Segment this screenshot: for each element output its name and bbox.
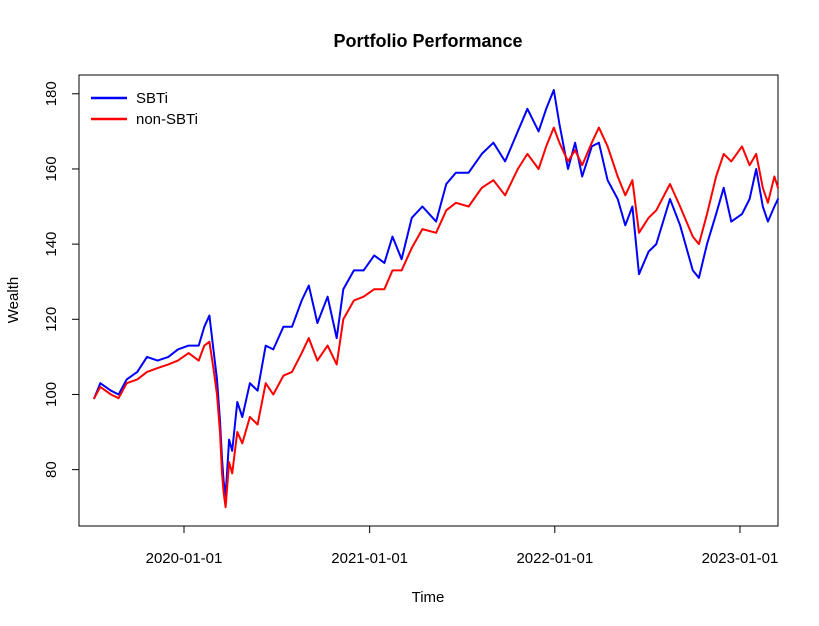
plot-frame	[78, 74, 779, 527]
series-line-sbti	[93, 89, 779, 497]
y-tick-label: 180	[43, 81, 60, 106]
y-tick-label: 120	[43, 307, 60, 332]
x-tick-label: 2021-01-01	[331, 550, 408, 567]
y-tick-label: 140	[43, 232, 60, 257]
y-tick-label: 100	[43, 382, 60, 407]
series-layer	[93, 89, 779, 509]
legend-label-non-sbti: non-SBTi	[136, 111, 198, 128]
y-tick-label: 160	[43, 156, 60, 181]
x-tick-label: 2022-01-01	[516, 550, 593, 567]
y-tick-label: 80	[43, 461, 60, 478]
x-axis: 2020-01-01 2021-01-01 2022-01-01 2023-01-01	[146, 525, 779, 567]
chart-title: Portfolio Performance	[333, 31, 522, 51]
x-tick-label: 2020-01-01	[146, 550, 223, 567]
y-axis: 80 100 120 140 160 180	[43, 81, 80, 478]
legend-label-sbti: SBTi	[136, 90, 168, 107]
x-tick-label: 2023-01-01	[702, 550, 779, 567]
x-axis-label: Time	[412, 589, 445, 606]
series-line-non-sbti	[93, 126, 779, 509]
y-axis-label: Wealth	[5, 277, 22, 323]
legend: SBTi non-SBTi	[91, 90, 198, 128]
